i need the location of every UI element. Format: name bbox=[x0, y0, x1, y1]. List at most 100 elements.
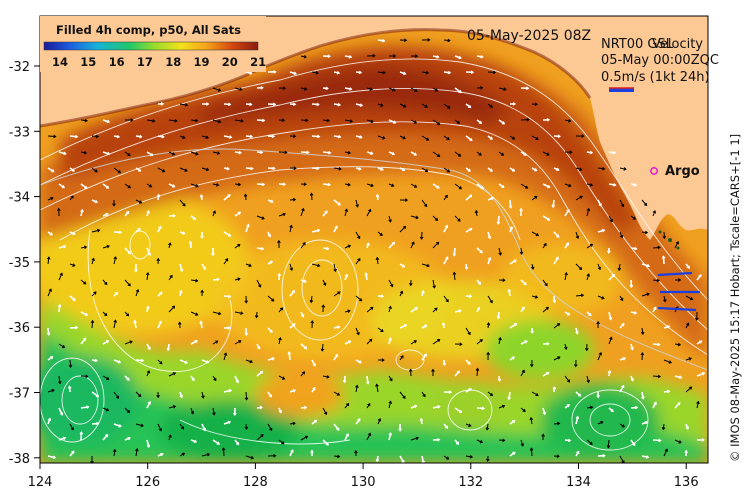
velocity-arrow bbox=[575, 416, 579, 425]
velocity-arrow-head bbox=[239, 87, 243, 92]
argo-float-marker bbox=[650, 167, 658, 175]
velocity-arrow-head bbox=[402, 225, 407, 230]
velocity-arrow-head bbox=[188, 240, 193, 245]
velocity-arrow bbox=[322, 279, 326, 286]
velocity-arrow-head bbox=[419, 236, 424, 240]
velocity-arrow-head bbox=[436, 55, 440, 59]
velocity-arrow-head bbox=[382, 70, 386, 75]
velocity-arrow-head bbox=[223, 352, 228, 356]
velocity-arrow-head bbox=[244, 426, 249, 431]
velocity-arrow-head bbox=[579, 195, 583, 199]
velocity-arrow bbox=[311, 167, 319, 170]
velocity-arrow bbox=[564, 311, 570, 316]
velocity-arrow-head bbox=[486, 322, 491, 326]
velocity-arrow bbox=[355, 258, 361, 265]
velocity-arrow-head bbox=[613, 183, 617, 187]
velocity-arrow-head bbox=[349, 119, 354, 123]
velocity-arrow-head bbox=[424, 203, 428, 208]
velocity-arrow-head bbox=[468, 294, 473, 299]
velocity-arrow bbox=[630, 406, 638, 409]
velocity-arrow-head bbox=[260, 86, 264, 90]
velocity-arrow-head bbox=[487, 235, 492, 240]
velocity-arrow-head bbox=[235, 380, 240, 384]
velocity-arrow bbox=[344, 119, 353, 122]
velocity-arrow-head bbox=[414, 404, 418, 409]
velocity-arrow bbox=[124, 437, 131, 441]
velocity-arrow bbox=[333, 199, 341, 206]
velocity-arrow bbox=[520, 279, 527, 286]
velocity-arrow-head bbox=[327, 182, 332, 187]
velocity-arrow bbox=[410, 119, 417, 124]
velocity-arrow-head bbox=[270, 199, 274, 204]
velocity-arrow-head bbox=[344, 273, 349, 278]
velocity-arrow-head bbox=[606, 250, 611, 254]
velocity-arrow-head bbox=[181, 452, 186, 456]
velocity-arrow bbox=[234, 311, 243, 314]
velocity-arrow-head bbox=[586, 379, 590, 384]
velocity-arrow bbox=[311, 71, 319, 74]
velocity-arrow bbox=[619, 455, 625, 463]
velocity-arrow bbox=[366, 183, 374, 187]
velocity-arrow-head bbox=[424, 324, 428, 328]
velocity-arrow-head bbox=[486, 458, 490, 463]
velocity-arrow-head bbox=[391, 241, 396, 245]
velocity-arrow bbox=[509, 167, 515, 172]
velocity-arrow-head bbox=[498, 336, 502, 341]
velocity-arrow bbox=[113, 449, 116, 457]
velocity-arrow-head bbox=[633, 182, 638, 187]
velocity-arrow-head bbox=[368, 208, 372, 213]
velocity-arrow-head bbox=[312, 363, 316, 367]
velocity-arrow bbox=[531, 295, 538, 298]
velocity-arrow bbox=[157, 423, 162, 431]
velocity-arrow-head bbox=[159, 361, 163, 365]
velocity-arrow-head bbox=[602, 453, 606, 458]
velocity-arrow-head bbox=[52, 455, 57, 460]
velocity-arrow-head bbox=[106, 151, 111, 156]
velocity-arrow bbox=[586, 273, 590, 281]
velocity-arrow bbox=[58, 273, 63, 281]
velocity-arrow bbox=[168, 405, 176, 409]
velocity-arrow-head bbox=[83, 337, 87, 341]
velocity-arrow bbox=[575, 450, 580, 457]
velocity-arrow-head bbox=[244, 300, 249, 304]
velocity-arrow bbox=[410, 340, 417, 345]
velocity-arrow-head bbox=[63, 151, 67, 156]
velocity-arrow-head bbox=[260, 370, 264, 374]
velocity-arrow-head bbox=[568, 183, 572, 188]
x-tick-label: 130 bbox=[351, 475, 376, 490]
velocity-arrow-head bbox=[337, 291, 341, 295]
velocity-arrow-head bbox=[698, 274, 702, 278]
velocity-arrow-head bbox=[479, 339, 483, 343]
velocity-arrow bbox=[124, 211, 130, 217]
velocity-arrow-head bbox=[437, 405, 441, 409]
velocity-arrow bbox=[553, 323, 560, 329]
velocity-arrow-head bbox=[166, 347, 171, 352]
velocity-arrow-head bbox=[127, 283, 131, 287]
velocity-arrow bbox=[465, 455, 473, 458]
velocity-arrow bbox=[608, 151, 616, 154]
velocity-arrow bbox=[234, 211, 241, 217]
velocity-arrow-head bbox=[184, 360, 189, 364]
velocity-arrow bbox=[465, 327, 471, 335]
velocity-arrow-head bbox=[375, 256, 380, 261]
velocity-arrow-head bbox=[161, 134, 165, 139]
velocity-arrow bbox=[509, 135, 515, 140]
velocity-arrow-head bbox=[228, 102, 232, 107]
velocity-arrow-head bbox=[534, 295, 539, 299]
velocity-arrow bbox=[630, 247, 637, 250]
velocity-arrow-head bbox=[375, 458, 380, 463]
velocity-arrow bbox=[432, 87, 438, 92]
velocity-arrow-head bbox=[281, 441, 285, 445]
velocity-arrow-head bbox=[388, 432, 393, 436]
velocity-arrow-head bbox=[50, 356, 54, 360]
velocity-arrow bbox=[278, 213, 286, 217]
velocity-arrow bbox=[453, 247, 456, 256]
velocity-arrow bbox=[696, 372, 705, 377]
velocity-arrow-head bbox=[202, 266, 207, 271]
velocity-arrow-head bbox=[225, 258, 229, 262]
velocity-arrow-head bbox=[436, 185, 440, 189]
velocity-arrow-head bbox=[206, 102, 210, 106]
velocity-arrow-head bbox=[609, 219, 613, 223]
velocity-arrow-head bbox=[62, 436, 67, 441]
velocity-arrow-head bbox=[589, 183, 594, 187]
